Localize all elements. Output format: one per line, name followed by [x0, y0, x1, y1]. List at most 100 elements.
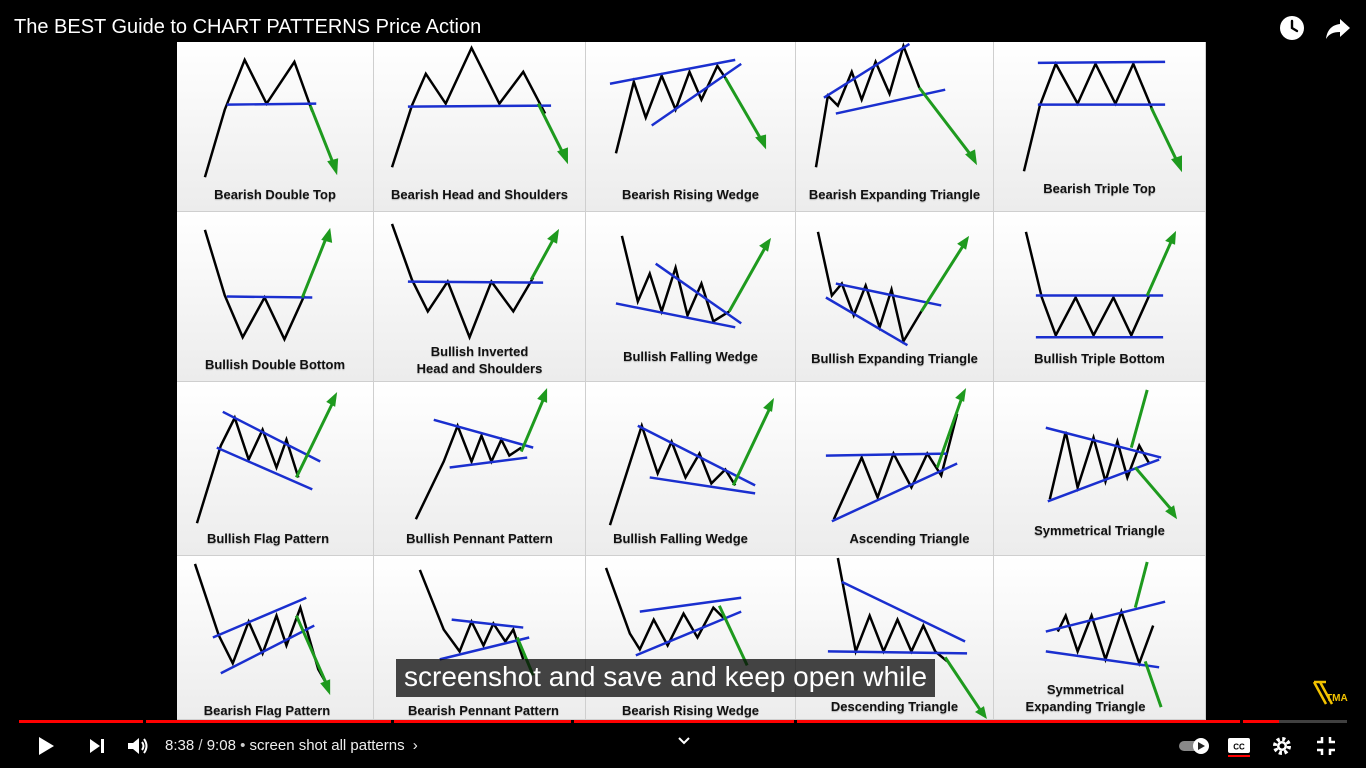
cc-icon: CC	[1228, 738, 1250, 757]
bullish-falling-wedge-diagram	[615, 235, 772, 329]
chapter-marker	[794, 720, 797, 723]
progress-bar[interactable]	[19, 720, 1347, 723]
pattern-label: Bearish Flag Pattern	[203, 703, 331, 718]
pattern-label: Symmetrical Triangle	[1034, 523, 1165, 538]
bullish-flag-pattern-diagram	[195, 391, 338, 524]
pattern-label: Descending Triangle	[830, 699, 959, 714]
pattern-cell: Bullish Triple Bottom	[994, 212, 1206, 382]
bullish-expanding-triangle-diagram	[816, 231, 970, 347]
watch-later-icon	[1280, 16, 1304, 40]
pattern-cell: Symmetrical Triangle	[994, 382, 1206, 556]
pattern-label: Bearish Pennant Pattern	[408, 703, 559, 718]
captions-button[interactable]: CC	[1226, 728, 1252, 764]
share-button[interactable]	[1324, 14, 1352, 42]
expand-chapters-button[interactable]	[676, 734, 692, 752]
autoplay-toggle[interactable]	[1176, 728, 1214, 764]
exit-fullscreen-button[interactable]	[1312, 728, 1340, 764]
pattern-label: Bullish Triple Bottom	[1034, 351, 1165, 366]
pattern-label-line1: Bullish Inverted	[430, 344, 529, 359]
pattern-cell: Bullish Falling Wedge	[586, 382, 796, 556]
video-frame[interactable]: Bearish Double Top Bearish Head and Shou…	[177, 42, 1206, 720]
progress-played	[19, 720, 1280, 723]
pattern-label-line1: Symmetrical	[1046, 682, 1125, 697]
watermark-text: TMA	[1326, 693, 1348, 704]
pattern-cell: Bearish Expanding Triangle	[796, 42, 994, 212]
bearish-rising-wedge-2-diagram	[604, 567, 749, 666]
chapter-marker	[391, 720, 394, 723]
video-title: The BEST Guide to CHART PATTERNS Price A…	[14, 16, 482, 38]
chapter-marker	[571, 720, 574, 723]
pattern-cell: Bearish Head and Shoulders	[374, 42, 586, 212]
pattern-cell: Bullish Expanding Triangle	[796, 212, 994, 382]
bullish-falling-wedge-2-diagram	[608, 397, 775, 526]
exit-fullscreen-icon	[1317, 737, 1335, 755]
pattern-cell: Symmetrical Expanding Triangle	[994, 556, 1206, 720]
next-button[interactable]	[84, 728, 110, 764]
play-button[interactable]	[32, 728, 60, 764]
pattern-cell: Bearish Rising Wedge	[586, 42, 796, 212]
pattern-cell: Bullish Falling Wedge	[586, 212, 796, 382]
pattern-label: Bearish Head and Shoulders	[391, 187, 568, 202]
duration: 9:08	[206, 737, 236, 754]
pattern-label: Bullish Inverted Head and Shoulders	[374, 343, 585, 377]
time-separator: /	[194, 737, 207, 754]
pattern-label: Bullish Falling Wedge	[613, 531, 748, 546]
watermark-logo-icon	[1312, 680, 1334, 705]
svg-text:CC: CC	[1233, 743, 1245, 752]
descending-triangle-diagram	[827, 557, 987, 719]
bearish-expanding-triangle-diagram	[814, 42, 978, 168]
bullish-inverted-head-shoulders-diagram	[390, 223, 560, 341]
chart-patterns-grid: Bearish Double Top Bearish Head and Shou…	[177, 42, 1206, 720]
autoplay-toggle-icon	[1179, 738, 1209, 754]
subtitle-caption: screenshot and save and keep open while	[396, 659, 936, 697]
pattern-label: Bullish Falling Wedge	[623, 349, 758, 364]
pattern-cell: Bearish Triple Top	[994, 42, 1206, 212]
next-icon	[90, 739, 104, 753]
pattern-label: Bearish Triple Top	[1043, 181, 1156, 196]
watch-later-button[interactable]	[1278, 14, 1306, 42]
pattern-label: Bearish Rising Wedge	[621, 187, 759, 202]
bearish-head-shoulders-diagram	[390, 45, 568, 168]
bearish-pennant-pattern-diagram	[418, 569, 535, 676]
top-actions	[1278, 14, 1352, 42]
current-time: 8:38	[165, 737, 195, 754]
pattern-label: Symmetrical Expanding Triangle	[966, 681, 1205, 715]
pattern-label-line2: Head and Shoulders	[416, 361, 543, 376]
pattern-label: Bearish Rising Wedge	[621, 703, 759, 718]
share-icon	[1326, 19, 1350, 39]
pattern-label-line2: Expanding Triangle	[1025, 699, 1146, 714]
bullish-double-bottom-diagram	[203, 227, 333, 343]
bearish-double-top-diagram	[203, 56, 339, 178]
settings-icon	[1273, 737, 1291, 755]
bearish-flag-pattern-diagram	[193, 563, 331, 696]
volume-icon	[128, 738, 148, 754]
pattern-cell: Bullish Pennant Pattern	[374, 382, 586, 556]
bearish-triple-top-diagram	[1022, 60, 1183, 173]
chapter-arrow-icon[interactable]: ›	[412, 737, 418, 754]
chapter-title[interactable]: screen shot all patterns	[249, 737, 405, 754]
pattern-cell: Bullish Double Bottom	[177, 212, 374, 382]
symmetrical-expanding-triangle-diagram	[1045, 561, 1166, 708]
chapter-marker	[143, 720, 146, 723]
pattern-label: Bearish Expanding Triangle	[808, 187, 981, 202]
bearish-rising-wedge-diagram	[609, 58, 767, 154]
pattern-label: Ascending Triangle	[849, 531, 970, 546]
settings-button[interactable]	[1268, 728, 1296, 764]
pattern-cell: Bullish Inverted Head and Shoulders	[374, 212, 586, 382]
volume-button[interactable]	[124, 728, 152, 764]
pattern-label: Bearish Double Top	[214, 187, 336, 202]
pattern-label: Bullish Pennant Pattern	[406, 531, 553, 546]
channel-watermark[interactable]: TMA	[1312, 678, 1348, 708]
bullish-triple-bottom-diagram	[1024, 230, 1177, 339]
symmetrical-triangle-diagram	[1045, 389, 1178, 520]
pattern-cell: Ascending Triangle	[796, 382, 994, 556]
bullish-pennant-pattern-diagram	[414, 387, 548, 520]
player-controls: 8:38 / 9:08 • screen shot all patterns ›…	[0, 728, 1366, 768]
pattern-label: Bullish Double Bottom	[204, 357, 346, 372]
time-display: 8:38 / 9:08 • screen shot all patterns ›	[165, 737, 418, 754]
ascending-triangle-diagram	[825, 387, 967, 523]
chapter-separator: •	[235, 737, 250, 754]
pattern-label: Bullish Flag Pattern	[206, 531, 330, 546]
pattern-cell: Bearish Flag Pattern	[177, 556, 374, 720]
pattern-label: Bullish Expanding Triangle	[811, 351, 978, 366]
